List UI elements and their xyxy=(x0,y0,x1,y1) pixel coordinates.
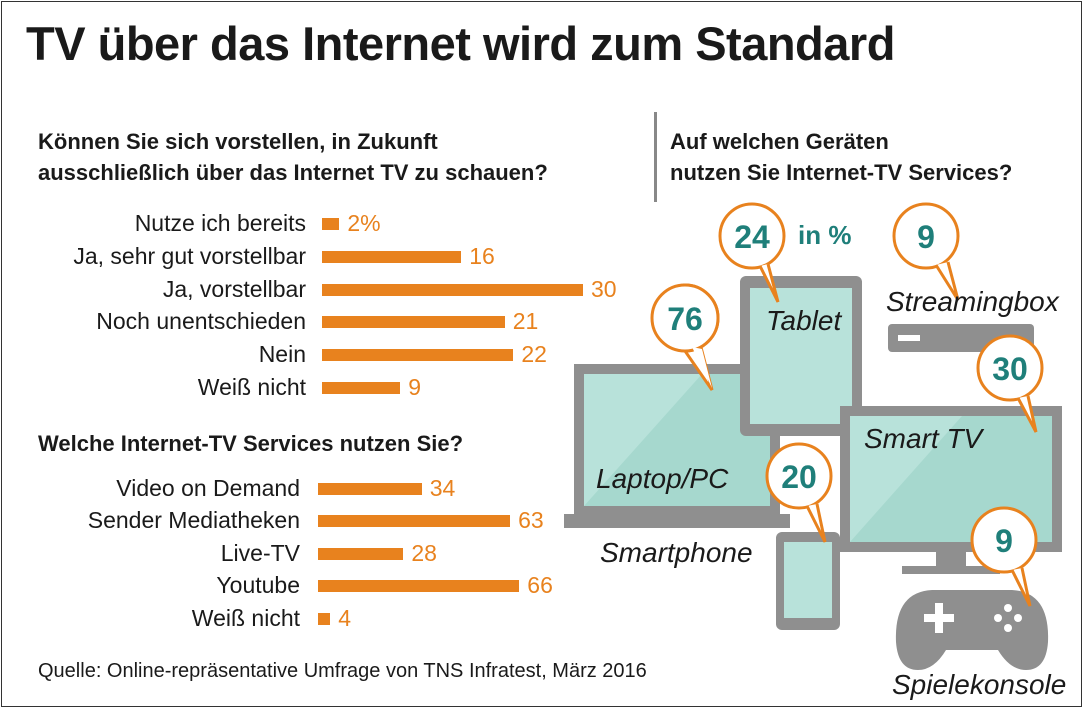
pin-tablet: 24 xyxy=(718,202,786,303)
question-1-line-2: ausschließlich über das Internet TV zu s… xyxy=(38,160,548,185)
pin-streamingbox-value: 9 xyxy=(917,219,935,255)
bar xyxy=(318,547,404,560)
label-tablet: Tablet xyxy=(766,305,842,336)
bar xyxy=(318,580,520,593)
label-smartphone: Smartphone xyxy=(600,537,753,568)
bar-row: Weiß nicht 9 xyxy=(2,373,702,401)
unit-label: in % xyxy=(798,220,851,250)
bar xyxy=(322,283,583,296)
bar xyxy=(322,349,514,362)
question-3-line-1: Auf welchen Geräten xyxy=(670,129,889,154)
label-smart-tv: Smart TV xyxy=(864,423,985,454)
bar-row: Sender Mediatheken 63 xyxy=(2,506,702,534)
bar-row: Nein 22 xyxy=(2,340,702,368)
bar xyxy=(322,250,462,263)
label-laptop: Laptop/PC xyxy=(596,463,729,494)
bar-row: Youtube 66 xyxy=(2,571,702,599)
bar xyxy=(318,612,331,625)
bar-value-label: 16 xyxy=(469,242,495,269)
bar xyxy=(322,218,340,230)
section-divider xyxy=(654,112,657,202)
bar-label: Ja, vorstellbar xyxy=(162,275,306,302)
label-spielekonsole: Spielekonsole xyxy=(892,669,1066,700)
bar-label: Weiß nicht xyxy=(191,604,300,631)
pin-streamingbox: 9 xyxy=(892,202,960,301)
bar-value-label: 34 xyxy=(429,475,456,501)
bar-label: Nutze ich bereits xyxy=(134,210,306,236)
bar-value-label: 2% xyxy=(347,210,381,236)
bar-row: Ja, vorstellbar 30 xyxy=(2,275,702,303)
source-note: Quelle: Online-repräsentative Umfrage vo… xyxy=(38,660,647,682)
bar-value-label: 21 xyxy=(512,308,539,335)
bar-value-label: 63 xyxy=(518,507,544,534)
question-3: Auf welchen Geräten nutzen Sie Internet-… xyxy=(670,126,1012,188)
bar-row: Nutze ich bereits 2% xyxy=(2,209,702,237)
bar-value-label: 4 xyxy=(338,604,351,631)
bar-value-label: 30 xyxy=(591,275,617,302)
bar-row: Weiß nicht 4 xyxy=(2,604,702,632)
question-3-line-2: nutzen Sie Internet-TV Services? xyxy=(670,160,1013,185)
question-1-line-1: Können Sie sich vorstellen, in Zukunft xyxy=(38,129,438,154)
bar-row: Video on Demand 34 xyxy=(2,474,702,502)
bar-label: Sender Mediatheken xyxy=(87,507,300,534)
bar-row: Ja, sehr gut vorstellbar 16 xyxy=(2,242,702,270)
pin-smart-tv-value: 30 xyxy=(992,351,1028,387)
bar-label: Youtube xyxy=(216,572,300,599)
pin-laptop-value: 76 xyxy=(667,301,703,337)
pin-smartphone: 20 xyxy=(765,442,833,543)
bar-row: Noch unentschieden 21 xyxy=(2,307,702,335)
bar-label: Noch unentschieden xyxy=(96,308,306,335)
gamepad-icon xyxy=(895,590,1049,670)
bar xyxy=(322,382,401,394)
label-streamingbox: Streamingbox xyxy=(886,286,1060,317)
bar xyxy=(318,483,422,495)
pin-smartphone-value: 20 xyxy=(781,459,817,495)
smartphone-icon xyxy=(776,532,840,630)
bar xyxy=(318,515,511,528)
bar-value-label: 28 xyxy=(411,539,437,566)
pin-tablet-value: 24 xyxy=(734,219,770,255)
bar-label: Live-TV xyxy=(220,539,300,566)
bar-label: Nein xyxy=(258,341,306,368)
tablet-icon xyxy=(740,276,862,436)
bar-label: Weiß nicht xyxy=(197,374,306,400)
bar-label: Video on Demand xyxy=(116,475,300,501)
bar-value-label: 66 xyxy=(527,572,553,599)
pin-spielekonsole: 9 xyxy=(970,506,1038,607)
question-1: Können Sie sich vorstellen, in Zukunft a… xyxy=(38,126,548,188)
page-title: TV über das Internet wird zum Standard xyxy=(26,17,895,70)
pin-smart-tv: 30 xyxy=(976,334,1044,433)
question-2: Welche Internet-TV Services nutzen Sie? xyxy=(38,431,464,456)
pin-spielekonsole-value: 9 xyxy=(995,523,1013,559)
bar-label: Ja, sehr gut vorstellbar xyxy=(73,242,306,269)
bar xyxy=(322,316,505,329)
pin-laptop: 76 xyxy=(650,283,720,391)
bar-row: Live-TV 28 xyxy=(2,539,702,567)
bar-value-label: 22 xyxy=(521,341,547,368)
bar-value-label: 9 xyxy=(408,374,422,400)
